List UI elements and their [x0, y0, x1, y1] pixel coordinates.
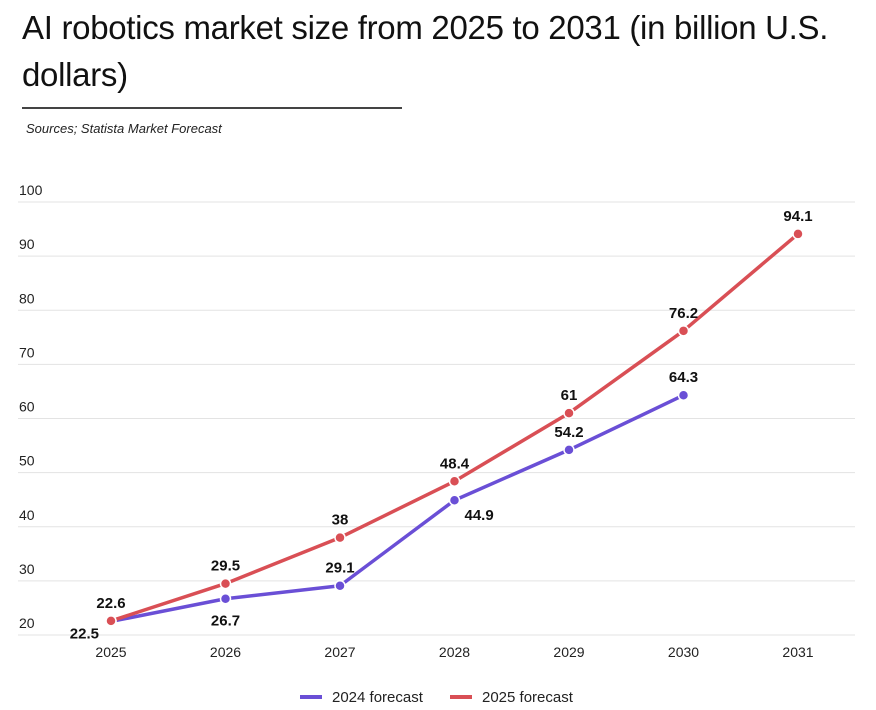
data-label: 76.2: [669, 305, 698, 322]
data-label: 44.9: [465, 507, 494, 524]
y-tick-label: 40: [19, 507, 35, 523]
chart-source: Sources; Statista Market Forecast: [26, 121, 222, 136]
y-tick-label: 20: [19, 615, 35, 631]
y-tick-label: 50: [19, 453, 35, 469]
y-tick-label: 60: [19, 399, 35, 415]
data-point: [334, 579, 346, 592]
data-point: [448, 475, 461, 488]
x-tick-label: 2025: [95, 644, 126, 660]
data-label: 38: [332, 512, 349, 529]
data-label: 61: [561, 387, 578, 404]
x-tick-label: 2026: [210, 644, 241, 660]
data-label: 94.1: [783, 208, 812, 225]
data-point: [563, 444, 575, 456]
y-tick-label: 70: [19, 344, 35, 360]
y-tick-label: 80: [19, 290, 35, 306]
legend-label: 2025 forecast: [482, 689, 574, 706]
legend-label: 2024 forecast: [332, 689, 424, 706]
x-tick-label: 2028: [439, 644, 470, 660]
data-point: [677, 325, 690, 337]
data-label: 48.4: [440, 455, 470, 472]
y-tick-label: 30: [19, 561, 35, 577]
data-point: [219, 577, 232, 590]
data-point: [677, 389, 690, 401]
data-label: 54.2: [554, 424, 583, 441]
x-tick-label: 2030: [668, 644, 699, 660]
y-tick-label: 90: [19, 236, 35, 252]
data-label: 64.3: [669, 369, 698, 386]
title-divider: [22, 107, 402, 109]
data-point: [219, 592, 232, 605]
y-tick-label: 100: [19, 182, 43, 198]
data-point: [448, 494, 461, 506]
data-label: 29.1: [325, 560, 354, 577]
data-label: 22.6: [96, 595, 125, 612]
data-label: 29.5: [211, 558, 240, 575]
data-label: 22.5: [70, 625, 99, 642]
x-tick-label: 2031: [782, 644, 813, 660]
data-label: 26.7: [211, 613, 240, 630]
x-tick-label: 2027: [324, 644, 355, 660]
data-point: [334, 531, 346, 544]
data-point: [563, 407, 575, 419]
x-tick-label: 2029: [553, 644, 584, 660]
data-point: [105, 615, 117, 627]
chart-title: AI robotics market size from 2025 to 203…: [22, 9, 829, 93]
series-line-0: [110, 393, 685, 624]
data-point: [792, 228, 804, 240]
